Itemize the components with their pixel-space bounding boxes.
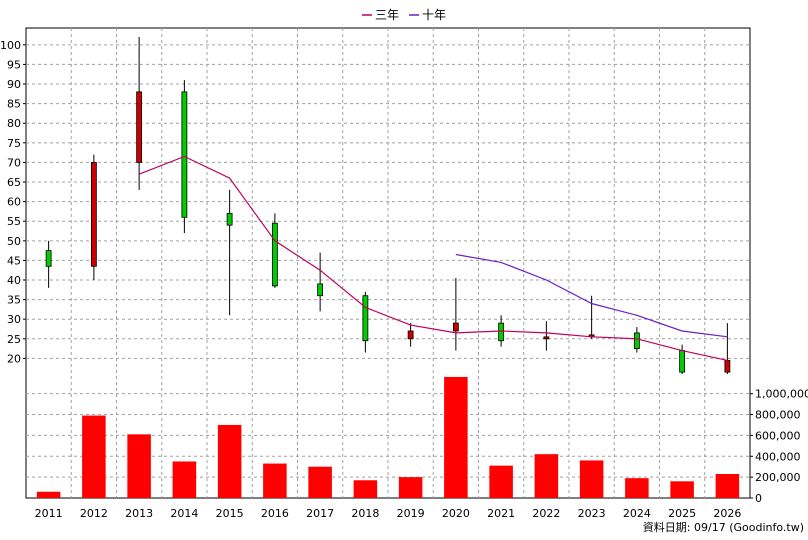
- year-tick-label: 2017: [306, 507, 334, 520]
- year-tick-label: 2022: [532, 507, 560, 520]
- price-tick-label: 20: [7, 352, 21, 365]
- candle-body-2011: [45, 250, 52, 267]
- volume-tick-label: 400,000: [755, 450, 801, 463]
- candle-body-2018: [362, 295, 369, 342]
- candle-body-2016: [271, 222, 278, 287]
- price-tick-label: 95: [7, 58, 21, 71]
- candle-body-2020: [452, 322, 459, 332]
- price-tick-label: 80: [7, 117, 21, 130]
- candle-body-2013: [136, 91, 143, 163]
- legend-ten-year-label: 十年: [422, 8, 446, 22]
- volume-bar-2020: [444, 376, 468, 498]
- volume-axis: 0 200,000 400,000 600,000 800,000 1,000,000: [750, 388, 808, 505]
- price-tick-label: 90: [7, 78, 21, 91]
- volume-bar-2026: [715, 474, 740, 498]
- year-tick-label: 2019: [397, 507, 425, 520]
- candle-body-2017: [317, 283, 324, 297]
- candle-body-2024: [633, 332, 640, 350]
- volume-bars: [36, 376, 740, 498]
- volume-bar-2012: [82, 415, 106, 498]
- volume-tick-label: 200,000: [755, 471, 801, 484]
- candle-body-2021: [498, 322, 505, 342]
- volume-tick-label: 800,000: [755, 409, 801, 422]
- price-tick-label: 70: [7, 156, 21, 169]
- footer-source: 資料日期: 09/17 (Goodinfo.tw): [643, 520, 804, 534]
- year-tick-label: 2026: [713, 507, 741, 520]
- year-tick-label: 2014: [170, 507, 198, 520]
- volume-bar-2013: [127, 434, 151, 498]
- candle-body-2012: [90, 162, 97, 267]
- price-axis: 20 25 30 35 40 45 50 55 60 65 70 75 80 85 90 95 100: [0, 39, 26, 365]
- volume-bar-2014: [172, 461, 197, 498]
- price-tick-label: 30: [7, 313, 21, 326]
- year-tick-label: 2012: [80, 507, 108, 520]
- volume-tick-label: 0: [755, 492, 762, 505]
- price-tick-label: 100: [0, 39, 21, 52]
- volume-bar-2025: [670, 481, 694, 498]
- price-tick-label: 75: [7, 137, 21, 150]
- legend-three-year-label: 三年: [375, 8, 399, 22]
- volume-bar-2021: [489, 465, 513, 498]
- candlesticks: [45, 37, 731, 375]
- price-tick-label: 85: [7, 98, 21, 111]
- year-tick-label: 2023: [578, 507, 606, 520]
- price-tick-label: 40: [7, 274, 21, 287]
- volume-bar-2019: [398, 477, 423, 498]
- volume-bar-2024: [625, 478, 649, 498]
- ten-year-line: [455, 253, 728, 338]
- volume-bar-2015: [217, 424, 242, 498]
- year-tick-label: 2021: [487, 507, 515, 520]
- price-tick-label: 50: [7, 235, 21, 248]
- year-tick-label: 2025: [668, 507, 696, 520]
- volume-bar-2023: [579, 460, 604, 498]
- price-tick-label: 60: [7, 196, 21, 209]
- three-year-line: [138, 155, 728, 361]
- price-tick-label: 45: [7, 254, 21, 267]
- year-tick-label: 2018: [351, 507, 379, 520]
- candle-body-2025: [679, 350, 686, 373]
- year-tick-label: 2011: [35, 507, 63, 520]
- year-tick-label: 2015: [216, 507, 244, 520]
- year-tick-label: 2016: [261, 507, 289, 520]
- legend: 三年 十年: [362, 8, 446, 22]
- candle-body-2014: [181, 91, 188, 218]
- year-tick-label: 2024: [623, 507, 651, 520]
- volume-bar-2018: [353, 480, 378, 498]
- price-tick-label: 25: [7, 333, 21, 346]
- candle-body-2022: [543, 336, 550, 340]
- candle-body-2015: [226, 212, 233, 226]
- volume-bar-2022: [534, 454, 559, 498]
- year-axis: 2011 2012 2013 2014 2015 2016 2017 2018 2019 2020…: [35, 507, 742, 520]
- volume-tick-label: 600,000: [755, 429, 801, 442]
- volume-bar-2017: [308, 466, 332, 498]
- year-tick-label: 2020: [442, 507, 470, 520]
- candle-body-2026: [724, 359, 731, 373]
- volume-tick-label: 1,000,000: [755, 388, 808, 401]
- price-tick-label: 55: [7, 215, 21, 228]
- volume-bar-2011: [36, 491, 61, 498]
- candle-body-2019: [407, 330, 414, 340]
- volume-bar-2016: [263, 463, 287, 498]
- price-tick-label: 65: [7, 176, 21, 189]
- grid-lines: [26, 28, 750, 498]
- year-tick-label: 2013: [125, 507, 153, 520]
- price-tick-label: 35: [7, 294, 21, 307]
